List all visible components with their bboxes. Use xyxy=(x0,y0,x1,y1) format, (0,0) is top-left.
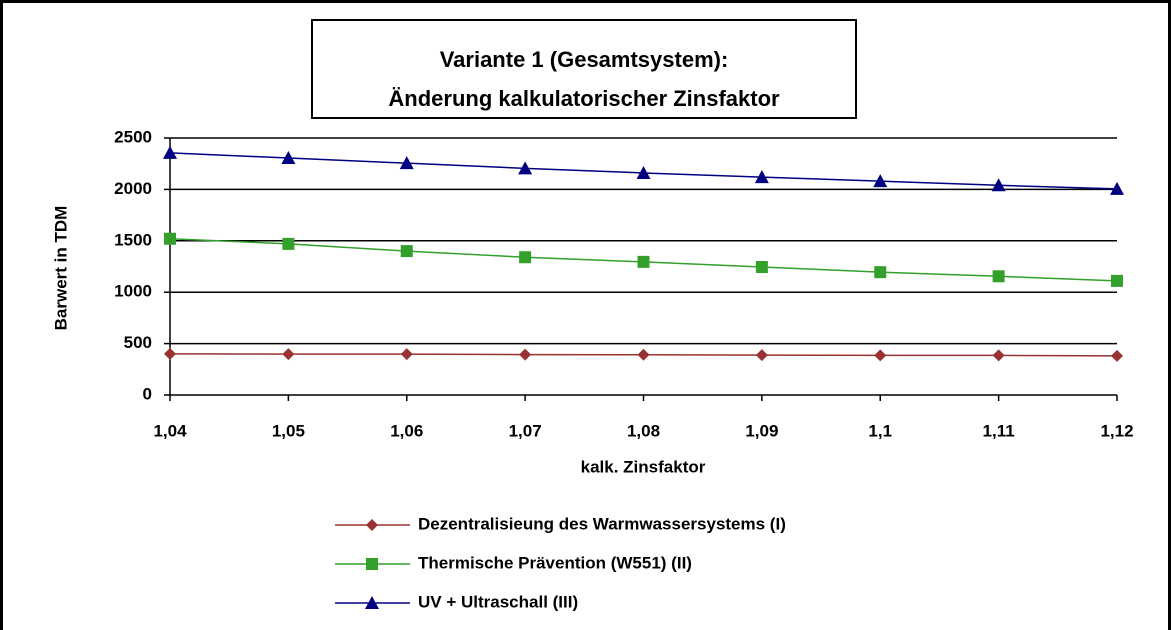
legend-marker xyxy=(365,596,379,609)
marker xyxy=(755,349,768,362)
marker xyxy=(163,145,177,159)
x-tick-label: 1,07 xyxy=(509,421,542,440)
chart-title: Änderung kalkulatorischer Zinsfaktor xyxy=(388,86,780,111)
y-tick-label: 2000 xyxy=(114,179,152,198)
y-axis-label: Barwert in TDM xyxy=(51,206,70,331)
marker xyxy=(519,251,532,264)
marker xyxy=(1111,349,1123,362)
x-tick-label: 1,08 xyxy=(627,421,660,440)
marker xyxy=(755,261,768,274)
marker xyxy=(992,349,1005,362)
x-tick-label: 1,11 xyxy=(983,421,1015,440)
x-tick-label: 1,05 xyxy=(272,421,305,440)
marker xyxy=(281,151,296,165)
chart-title: Variante 1 (Gesamtsystem): xyxy=(440,47,729,72)
marker xyxy=(518,161,533,175)
y-tick-label: 0 xyxy=(143,384,152,403)
marker xyxy=(992,270,1005,283)
y-tick-label: 1500 xyxy=(114,230,152,249)
marker xyxy=(164,232,176,245)
marker xyxy=(637,348,650,361)
marker xyxy=(1111,274,1123,287)
title-box xyxy=(311,19,857,119)
marker xyxy=(399,156,414,170)
marker xyxy=(637,255,650,268)
marker xyxy=(1110,181,1124,195)
x-tick-label: 1,1 xyxy=(868,421,892,440)
y-tick-label: 500 xyxy=(124,333,152,352)
marker xyxy=(873,174,888,188)
marker xyxy=(282,237,295,250)
legend-marker xyxy=(366,519,378,531)
x-tick-label: 1,04 xyxy=(153,421,187,440)
marker xyxy=(874,349,887,362)
marker xyxy=(164,347,176,360)
marker xyxy=(636,165,651,179)
marker xyxy=(400,348,413,361)
marker xyxy=(400,245,413,258)
legend-label: Thermische Prävention (W551) (II) xyxy=(418,553,692,572)
marker xyxy=(282,348,295,361)
marker xyxy=(754,170,769,184)
legend-label: Dezentralisieung des Warmwassersystems (… xyxy=(418,514,786,533)
marker xyxy=(874,266,887,279)
y-tick-label: 2500 xyxy=(114,127,152,146)
marker xyxy=(519,348,532,361)
x-tick-label: 1,09 xyxy=(745,421,778,440)
x-tick-label: 1,06 xyxy=(390,421,423,440)
marker xyxy=(991,178,1006,192)
legend-label: UV + Ultraschall (III) xyxy=(418,592,578,611)
y-tick-label: 1000 xyxy=(114,282,152,301)
legend-marker xyxy=(366,558,378,570)
x-tick-label: 1,12 xyxy=(1100,421,1133,440)
x-axis-label: kalk. Zinsfaktor xyxy=(581,457,706,476)
